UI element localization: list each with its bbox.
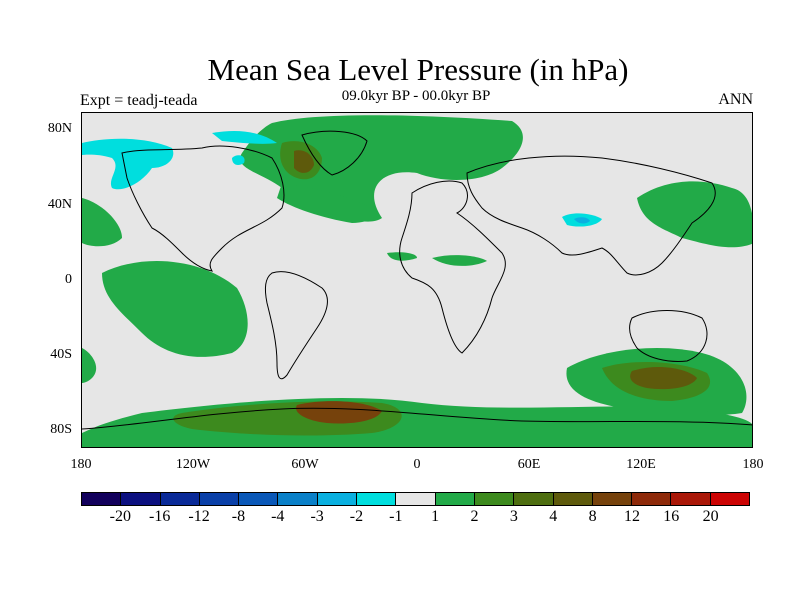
- south-america-coast: [264, 271, 328, 380]
- lat-label-80s: 80S: [50, 422, 72, 437]
- lat-label-40n: 40N: [47, 197, 72, 212]
- north-america-coast: [121, 145, 285, 272]
- south-atlantic-edge: [82, 348, 97, 383]
- colorbar-label: -20: [109, 508, 131, 525]
- alaska-cyan: [82, 138, 174, 190]
- lat-label-80n: 80N: [47, 121, 72, 136]
- lon-label-180e: 180: [742, 457, 764, 472]
- north-pacific-green: [82, 198, 122, 247]
- lon-label-60e: 60E: [517, 457, 541, 472]
- north-atlantic-green: [277, 183, 376, 223]
- lat-label-0: 0: [65, 272, 72, 287]
- dark-green-areas: [173, 141, 711, 436]
- colorbar-box: [357, 493, 397, 505]
- colorbar-label: 1: [431, 508, 440, 525]
- map-title: Mean Sea Level Pressure (in hPa): [207, 52, 629, 87]
- colorbar-label: 4: [549, 508, 558, 525]
- colorbar-label: -4: [271, 508, 285, 525]
- colorbar-box: [514, 493, 554, 505]
- negative-anomaly-areas: [82, 131, 602, 227]
- colorbar-box: [239, 493, 279, 505]
- colorbar: [81, 492, 750, 506]
- colorbar-box: [592, 493, 633, 505]
- tropical-pacific-green: [102, 261, 248, 357]
- asia-coast: [466, 155, 716, 276]
- colorbar-box: [278, 493, 318, 505]
- colorbar-box: [199, 493, 240, 505]
- map-subtitle: 09.0kyr BP - 00.0kyr BP: [341, 88, 491, 104]
- lat-label-40s: 40S: [50, 347, 72, 362]
- colorbar-box: [474, 493, 515, 505]
- colorbar-label: -16: [149, 508, 171, 525]
- map-frame: [81, 112, 753, 448]
- season-label: ANN: [718, 91, 753, 108]
- southern-brown: [296, 401, 382, 424]
- lon-label-0: 0: [413, 457, 421, 472]
- arctic-canada-cyan: [212, 131, 277, 144]
- colorbar-label: 20: [702, 508, 719, 525]
- lon-label-60w: 60W: [291, 457, 319, 472]
- strong-positive-areas: [294, 150, 697, 424]
- lon-label-120w: 120W: [175, 457, 211, 472]
- antarctica-coast: [82, 407, 752, 430]
- colorbar-label: 3: [509, 508, 518, 525]
- colorbar-label: -1: [389, 508, 403, 525]
- greenland-coast: [301, 130, 368, 176]
- coastlines: [82, 130, 752, 430]
- lon-label-120e: 120E: [626, 457, 656, 472]
- australia-coast: [629, 310, 708, 362]
- tibet-light-blue: [574, 217, 590, 224]
- lon-label-180w: 180: [70, 457, 92, 472]
- colorbar-label: -12: [188, 508, 210, 525]
- colorbar-label: -3: [310, 508, 324, 525]
- colorbar-box: [121, 493, 161, 505]
- east-asia-green: [637, 181, 752, 248]
- colorbar-box: [435, 493, 475, 505]
- colorbar-label: 16: [663, 508, 680, 525]
- colorbar-box: [317, 493, 358, 505]
- colorbar-box: [632, 493, 672, 505]
- colorbar-box: [160, 493, 200, 505]
- colorbar-box: [396, 493, 436, 505]
- africa-band-2: [432, 255, 487, 266]
- colorbar-box: [671, 493, 711, 505]
- indian-ocean-brown: [630, 367, 697, 390]
- colorbar-box: [82, 493, 122, 505]
- colorbar-label: -8: [231, 508, 246, 525]
- colorbar-box: [553, 493, 593, 505]
- hudson-cyan: [232, 155, 245, 166]
- colorbar-box: [710, 493, 750, 505]
- colorbar-label: 12: [623, 508, 640, 525]
- colorbar-label: 8: [588, 508, 597, 525]
- colorbar-label: -2: [349, 508, 364, 525]
- colorbar-label: 2: [470, 508, 479, 525]
- greenland-brown: [294, 150, 314, 173]
- africa-band-1: [387, 252, 417, 261]
- europe-africa-coast: [399, 180, 506, 354]
- anomaly-map: [82, 115, 752, 447]
- experiment-label: Expt = teadj-teada: [80, 92, 198, 109]
